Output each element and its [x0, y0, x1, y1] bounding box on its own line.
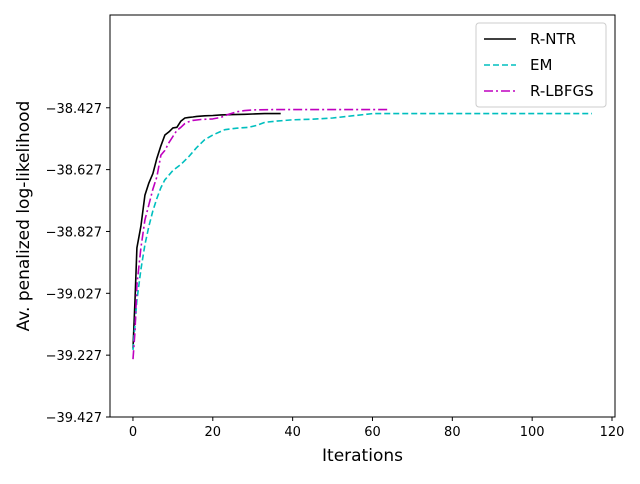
y-tick-label: −39.427: [46, 411, 102, 426]
legend: R-NTR EM R-LBFGS: [475, 22, 607, 108]
x-tick-label: 80: [444, 425, 461, 440]
y-axis: −39.427 −39.227 −39.027 −38.827 −38.627 −38.4…: [46, 102, 110, 426]
series-line-1: [132, 112, 592, 350]
x-axis: 0 20 40 60 80 100 120: [129, 417, 625, 440]
legend-label: R-LBFGS: [530, 82, 594, 100]
legend-box: [475, 22, 607, 108]
x-tick-label: 20: [205, 425, 222, 440]
legend-label: R-NTR: [530, 30, 576, 48]
x-tick-label: 120: [600, 425, 625, 440]
y-tick-label: −38.427: [46, 102, 102, 117]
y-axis-label: Av. penalized log-likelihood: [14, 101, 34, 332]
plot-lines: [132, 108, 592, 360]
x-tick-label: 60: [364, 425, 381, 440]
x-tick-label: 100: [520, 425, 545, 440]
x-tick-label: 0: [129, 425, 137, 440]
x-tick-label: 40: [284, 425, 301, 440]
plot-frame: [109, 14, 616, 418]
y-tick-label: −39.027: [46, 287, 102, 302]
y-tick-label: −38.627: [46, 164, 102, 179]
x-axis-label: Iterations: [322, 446, 403, 466]
series-line-2: [132, 108, 389, 360]
y-tick-label: −39.227: [46, 349, 102, 364]
y-tick-label: −38.827: [46, 225, 102, 240]
series-line-0: [132, 112, 281, 349]
legend-label: EM: [530, 56, 552, 74]
